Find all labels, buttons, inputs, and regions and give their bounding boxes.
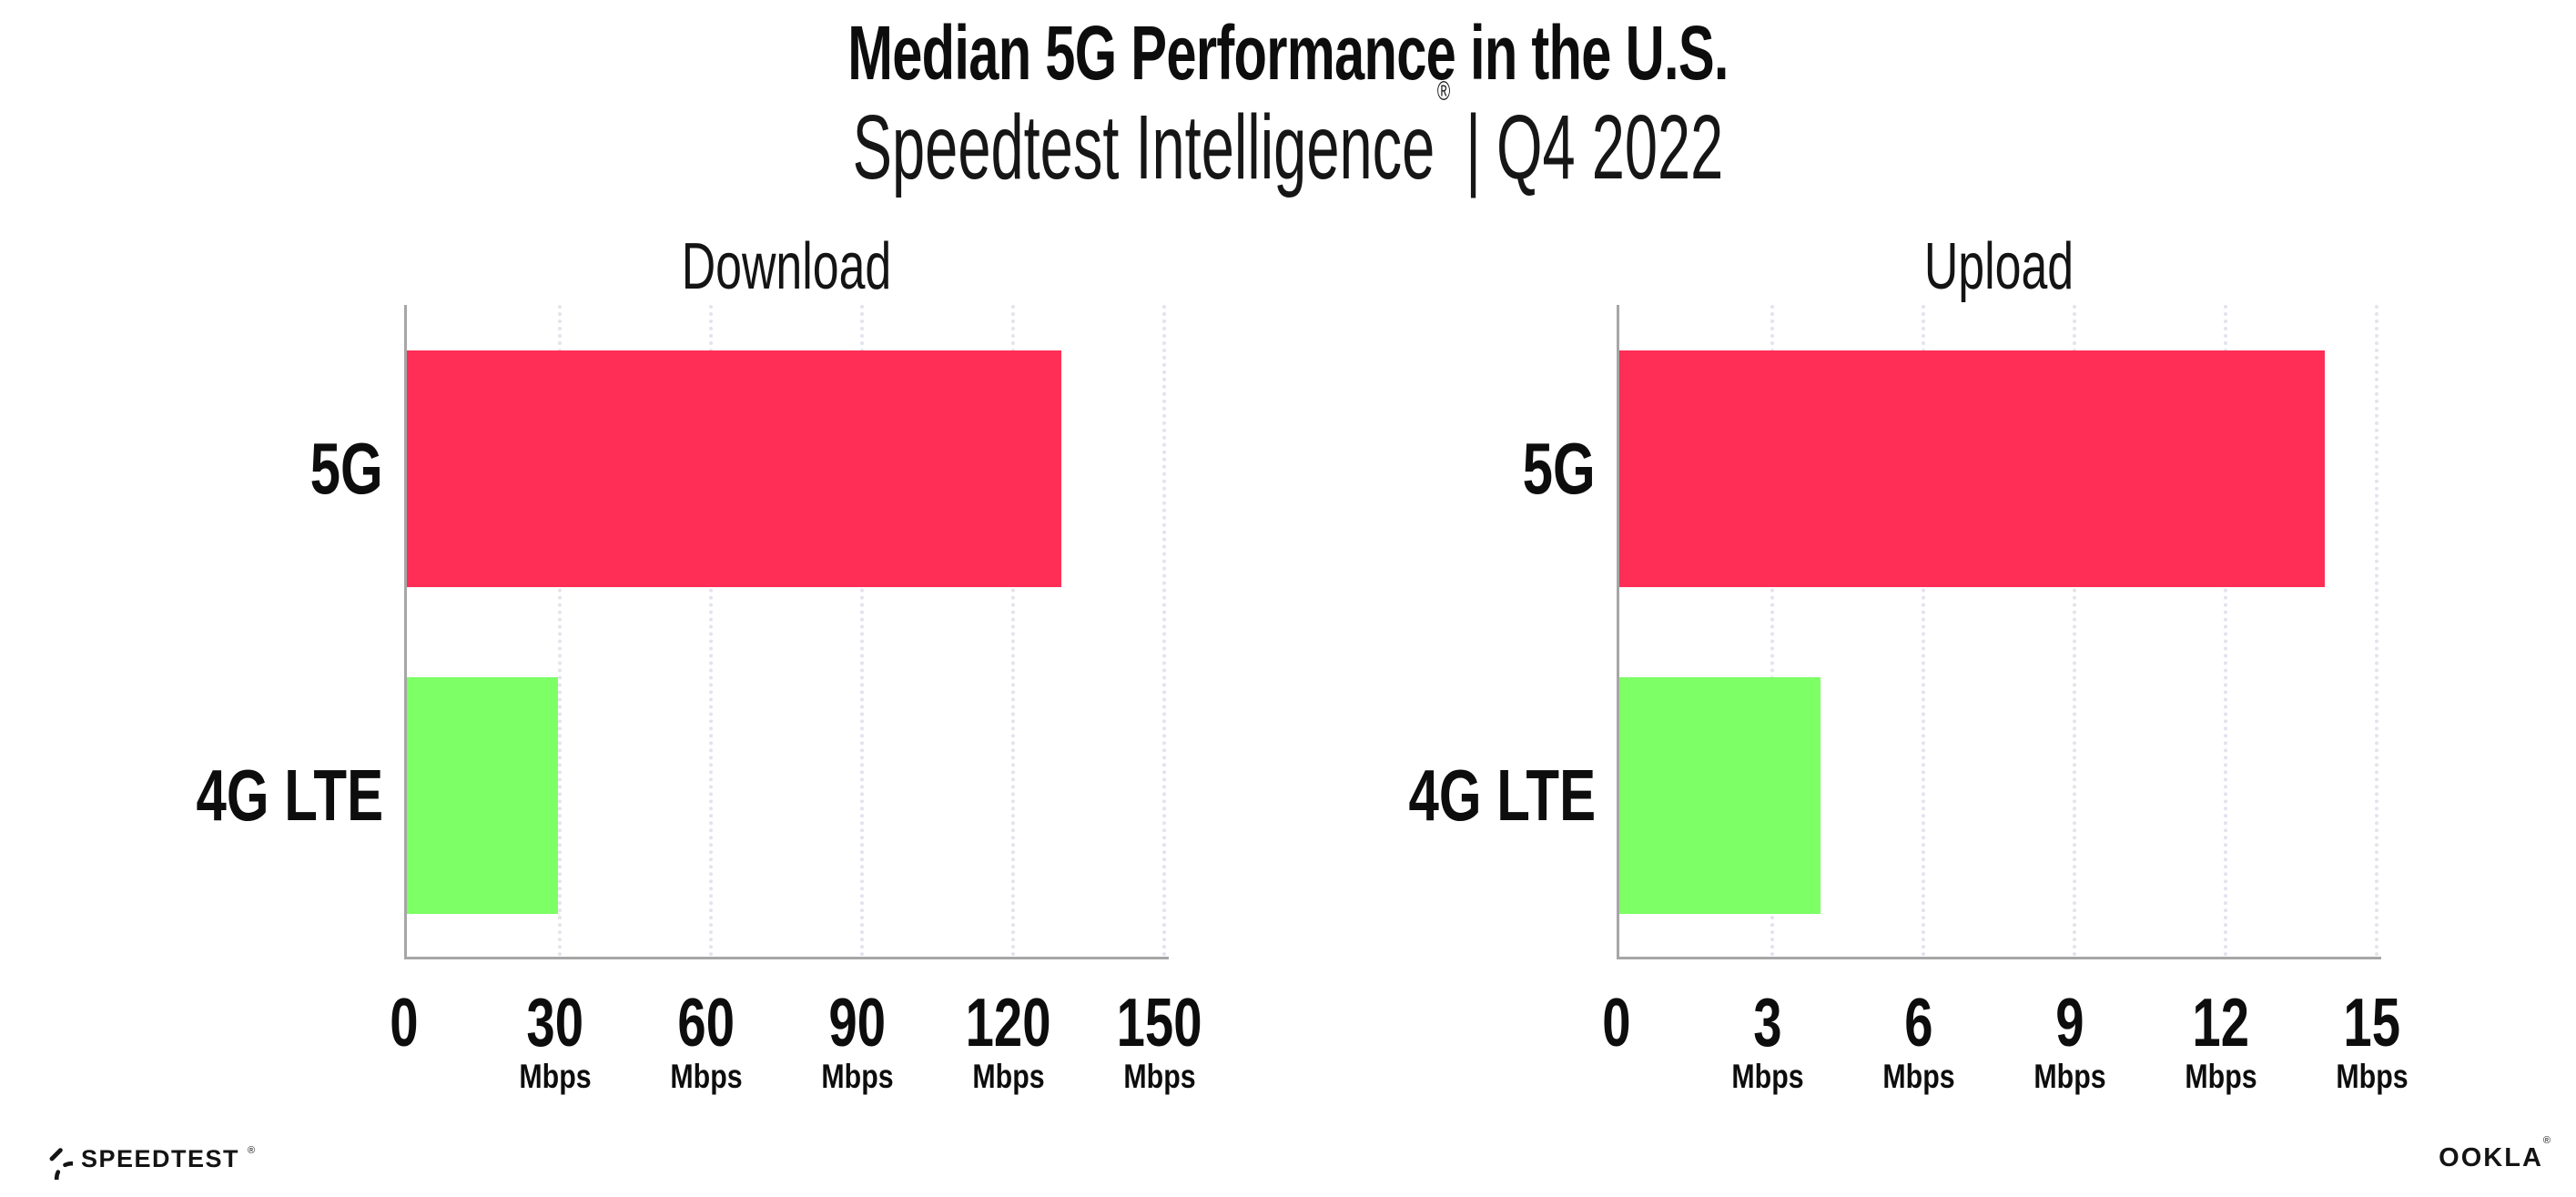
gridline	[1011, 305, 1015, 957]
x-tick: 3 Mbps	[1631, 989, 1904, 1096]
gridline	[1162, 305, 1166, 957]
bar-4g-lte	[1619, 677, 1821, 915]
category-label: 4G LTE	[1408, 755, 1596, 837]
tick-value: 3	[1753, 984, 1782, 1060]
upload-chart: Upload 5G 4G LTE 0 3 Mbps 6 Mbps 9 Mbps 12 Mbps 15…	[1334, 209, 2408, 1120]
page-title: Median 5G Performance in the U.S.	[847, 10, 1729, 96]
x-tick: 0	[268, 989, 541, 1057]
x-tick: 90 Mbps	[721, 989, 994, 1096]
x-tick: 30 Mbps	[419, 989, 692, 1096]
tick-unit: Mbps	[1731, 1058, 1804, 1095]
gridline	[2073, 305, 2076, 957]
bar-5g	[407, 350, 1062, 587]
x-tick: 0	[1480, 989, 1753, 1057]
x-tick: 120 Mbps	[872, 989, 1145, 1096]
tick-value: 90	[828, 984, 887, 1060]
tick-unit: Mbps	[1882, 1058, 1955, 1095]
tick-unit: Mbps	[1123, 1058, 1196, 1095]
tick-unit: Mbps	[2336, 1058, 2409, 1095]
gridline	[1922, 305, 1925, 957]
plot-area	[404, 305, 1169, 959]
gridline	[709, 305, 713, 957]
tick-unit: Mbps	[519, 1058, 592, 1095]
gridline	[558, 305, 562, 957]
x-tick: 150 Mbps	[1023, 989, 1296, 1096]
tick-value: 120	[966, 984, 1051, 1060]
y-labels: 5G 4G LTE	[1334, 305, 1596, 959]
category-label: 4G LTE	[196, 755, 383, 837]
gridline	[860, 305, 864, 957]
x-tick: 9 Mbps	[1933, 989, 2206, 1096]
tick-value: 0	[390, 984, 419, 1060]
subtitle-period: Q4 2022	[1496, 96, 1724, 198]
tick-value: 6	[1904, 984, 1933, 1060]
chart-title: Download	[681, 230, 892, 303]
chart-title: Upload	[1923, 230, 2074, 303]
tick-unit: Mbps	[972, 1058, 1045, 1095]
registered-trademark-mark: ®	[1436, 76, 1451, 107]
x-tick: 15 Mbps	[2236, 989, 2509, 1096]
tick-unit: Mbps	[821, 1058, 894, 1095]
speedtest-trademark-mark: ®	[248, 1145, 256, 1156]
tick-value: 15	[2343, 984, 2401, 1060]
gridline	[2375, 305, 2378, 957]
subtitle-separator: |	[1465, 96, 1482, 198]
ookla-logo: OOKLA ®	[2439, 1135, 2551, 1173]
x-tick: 60 Mbps	[570, 989, 843, 1096]
x-tick: 6 Mbps	[1782, 989, 2055, 1096]
gridline	[1770, 305, 1774, 957]
x-tick: 12 Mbps	[2084, 989, 2358, 1096]
tick-value: 12	[2192, 984, 2250, 1060]
ookla-trademark-mark: ®	[2542, 1135, 2551, 1146]
gridline	[2224, 305, 2227, 957]
speedtest-wordmark: SPEEDTEST	[81, 1144, 240, 1172]
y-labels: 5G 4G LTE	[122, 305, 383, 959]
tick-value: 9	[2055, 984, 2084, 1060]
tick-unit: Mbps	[670, 1058, 743, 1095]
speedtest-logo: SPEEDTEST ®	[31, 1138, 255, 1180]
download-chart: Download 5G 4G LTE 0 30 Mbps 60 Mbps 90 Mbps 120…	[122, 209, 1202, 1120]
subtitle-brand: Speedtest Intelligence	[852, 96, 1435, 198]
page-subtitle: Speedtest Intelligence®| Q4 2022	[451, 77, 2125, 193]
ookla-wordmark: OOKLA	[2439, 1143, 2543, 1172]
tick-unit: Mbps	[2185, 1058, 2257, 1095]
tick-value: 0	[1602, 984, 1631, 1060]
bar-4g-lte	[407, 677, 558, 915]
tick-unit: Mbps	[2033, 1058, 2106, 1095]
plot-area	[1617, 305, 2381, 959]
bar-5g	[1619, 350, 2325, 587]
speedtest-gauge-icon	[49, 1148, 73, 1180]
tick-value: 30	[526, 984, 584, 1060]
tick-value: 150	[1117, 984, 1202, 1060]
category-label: 5G	[1522, 427, 1596, 509]
tick-value: 60	[677, 984, 735, 1060]
category-label: 5G	[309, 427, 383, 509]
